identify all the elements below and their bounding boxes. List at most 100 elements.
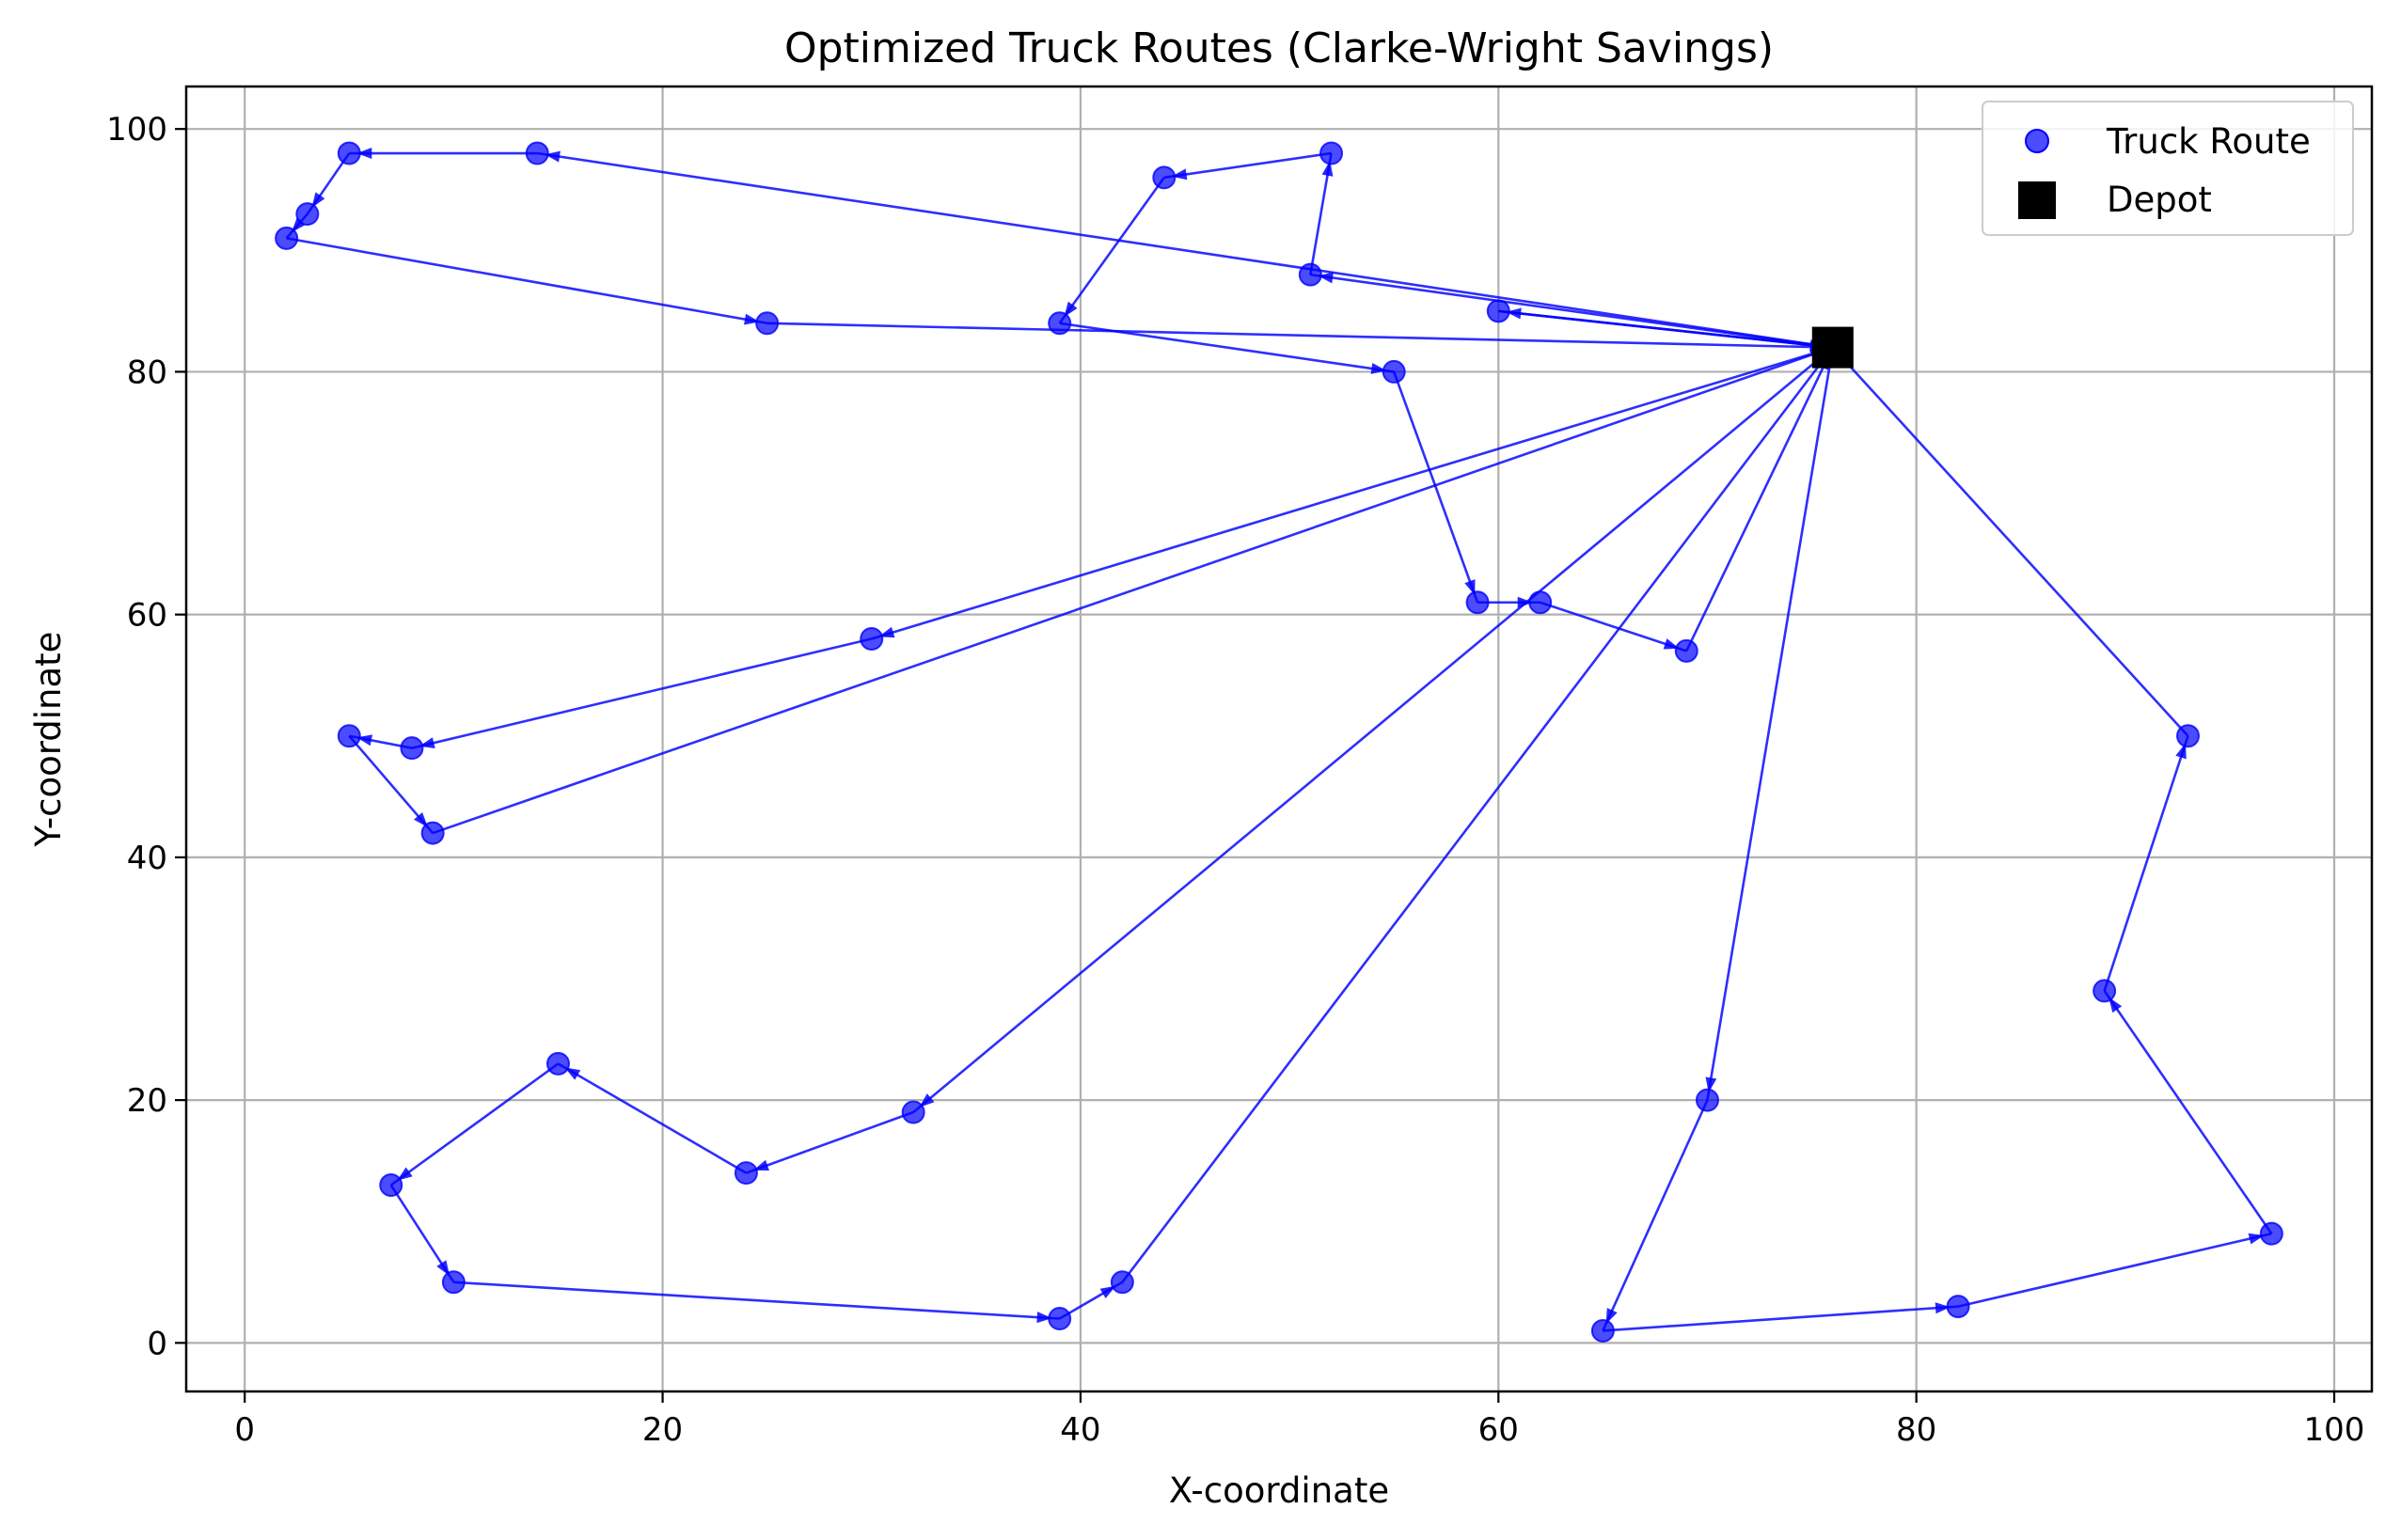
x-tick-label: 100 [2304,1411,2365,1449]
y-axis-label: Y-coordinate [28,632,69,848]
customer-point [379,1173,403,1198]
customer-point [337,141,361,165]
customer-point [1486,299,1510,323]
route-segment [1059,322,1395,373]
route-segment [1602,1099,1709,1331]
customer-point [1946,1295,1970,1319]
depot-marker [1811,326,1854,369]
route-segment [286,237,767,325]
route-segment [1706,347,1835,1101]
route-segment [1831,346,2189,737]
route-segment [1540,601,1687,652]
x-tick-label: 60 [1478,1411,1519,1449]
truck-route [285,148,1833,354]
customer-point [545,1051,570,1076]
route-segment [912,346,1834,1114]
customer-point [755,311,780,336]
route-segment [1498,309,1833,349]
customer-point [1695,1088,1719,1112]
route-segment [1310,273,1833,349]
route-arrowhead [356,148,372,159]
route-arrowhead [2175,743,2187,760]
route-segment [1392,370,1479,604]
y-tick-label: 0 [147,1325,167,1362]
route-lines [285,148,2273,1332]
route-arrowhead [1036,1312,1052,1324]
x-tick-label: 20 [642,1411,683,1449]
x-tick-label: 40 [1060,1411,1100,1449]
legend-box [1982,101,2354,236]
customer-point [1590,1318,1615,1343]
chart-title: Optimized Truck Routes (Clarke-Wright Sa… [784,24,1774,72]
route-arrowhead [1935,1302,1951,1314]
route-segment [432,346,1834,835]
legend-route-marker [2025,129,2049,153]
customer-point [1382,359,1406,384]
route-arrowhead [1663,638,1680,650]
route-arrowhead [311,192,325,208]
y-tick-label: 20 [127,1082,167,1120]
legend: Truck Route Depot [1982,101,2354,236]
route-arrowhead [414,812,428,827]
customer-point [1674,638,1698,663]
customer-point [1110,1270,1134,1295]
customer-point [1528,590,1553,615]
route-arrowhead [919,1093,935,1108]
customer-point [1048,1307,1072,1331]
customer-point [525,141,549,165]
customer-point [2093,979,2117,1003]
legend-route-label: Truck Route [2106,121,2311,162]
route-segment [1957,1232,2272,1308]
route-segment [2103,990,2273,1234]
route-points [275,141,2283,1343]
customer-point [2175,724,2200,748]
axis-ticks: 0 20 40 60 80 100 0 20 40 60 80 100 [106,111,2364,1449]
route-arrowhead [753,1159,769,1171]
x-tick-label: 80 [1896,1411,1936,1449]
route-segment [557,1062,748,1174]
route-segment [871,346,1834,640]
customer-point [275,226,299,250]
truck-route [389,346,1834,1324]
legend-depot-marker [2018,181,2056,219]
route-arrowhead [1064,301,1078,318]
route-arrowhead [291,217,306,233]
customer-point [1152,165,1177,190]
customer-point [901,1100,925,1124]
customer-point [441,1270,466,1295]
y-tick-label: 100 [106,111,167,149]
route-segment [745,1110,914,1174]
route-arrowhead [1605,1308,1618,1325]
route-segment [2103,735,2189,992]
truck-route [1602,346,2273,1332]
y-tick-label: 40 [127,840,167,877]
route-arrowhead [436,1260,450,1277]
customer-point [295,202,320,227]
depot-layer [1811,326,1854,369]
plot-frame [184,85,2374,1393]
route-segment [537,151,1833,349]
route-segment [1603,1305,1959,1332]
x-tick-label: 0 [234,1411,255,1449]
route-arrowhead [878,626,895,638]
customer-point [420,821,445,845]
route-segment [453,1281,1060,1320]
grid [186,86,2372,1391]
customer-point [734,1161,758,1186]
route-segment [1163,151,1332,180]
customer-point [337,724,361,748]
customer-point [860,626,884,651]
y-tick-label: 80 [127,354,167,391]
route-arrowhead [2109,997,2123,1014]
route-arrowhead [1464,579,1476,596]
legend-depot-label: Depot [2107,180,2212,220]
customer-point [1465,590,1490,615]
route-segment [1121,346,1834,1283]
customer-point [1319,141,1344,165]
customer-point [2259,1221,2283,1246]
customer-point [1048,311,1072,336]
y-tick-label: 60 [127,597,167,635]
